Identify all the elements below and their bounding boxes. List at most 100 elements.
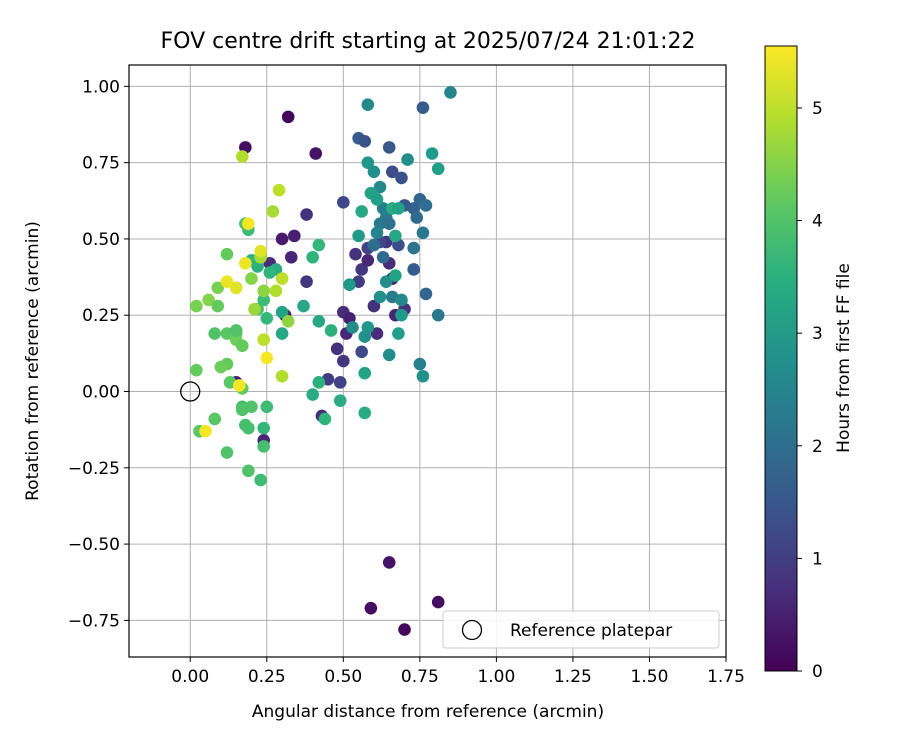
data-point xyxy=(370,327,384,340)
colorbar-label: Hours from first FF file xyxy=(834,263,854,453)
data-point xyxy=(392,202,405,215)
colorbar-ticks: 0 1 2 3 4 5 xyxy=(797,99,823,682)
y-tick-label: 0.75 xyxy=(82,154,120,174)
data-point xyxy=(358,366,372,380)
data-point xyxy=(395,293,408,307)
data-point xyxy=(248,302,261,316)
data-point xyxy=(229,281,243,295)
data-point xyxy=(413,357,427,371)
data-point xyxy=(260,311,274,325)
legend-box xyxy=(442,610,720,649)
data-point xyxy=(297,299,310,313)
plot-frame xyxy=(128,64,727,658)
data-point xyxy=(382,556,396,569)
data-point xyxy=(425,147,439,160)
data-point xyxy=(358,134,372,148)
data-point xyxy=(355,263,368,276)
data-point xyxy=(245,272,258,285)
data-point xyxy=(370,226,384,240)
data-point xyxy=(239,418,252,432)
data-point xyxy=(431,595,445,609)
x-tick-label: 1.50 xyxy=(631,667,669,687)
data-point xyxy=(330,342,344,356)
x-tick-label: 1.00 xyxy=(477,667,515,687)
data-point xyxy=(300,208,313,221)
data-point xyxy=(352,229,365,243)
data-point xyxy=(306,250,319,264)
data-point xyxy=(254,473,267,487)
data-point xyxy=(355,345,368,359)
data-point xyxy=(257,284,271,298)
legend-reference-marker xyxy=(461,619,483,641)
data-point xyxy=(257,421,271,435)
data-point xyxy=(235,150,249,163)
data-point xyxy=(257,293,271,307)
data-point xyxy=(257,440,271,453)
data-point xyxy=(288,229,301,243)
data-point xyxy=(337,354,350,368)
x-tick-label: 0.25 xyxy=(248,667,286,687)
data-point xyxy=(361,98,375,111)
data-point xyxy=(242,217,255,230)
x-tick-label: 1.25 xyxy=(554,667,592,687)
x-axis-ticks: 0.00 0.25 0.50 0.75 1.00 1.25 1.50 1.75 xyxy=(171,657,745,687)
data-point xyxy=(229,324,243,337)
data-point xyxy=(389,229,402,243)
data-point xyxy=(190,299,203,313)
data-point xyxy=(401,153,414,166)
data-point xyxy=(245,400,258,414)
data-point xyxy=(431,308,445,322)
data-point xyxy=(260,400,274,414)
data-point xyxy=(275,327,289,340)
data-point xyxy=(199,424,212,438)
colorbar-tick-label: 1 xyxy=(812,549,823,569)
data-point xyxy=(275,232,289,246)
data-point xyxy=(269,284,283,298)
colorbar-tick-label: 2 xyxy=(812,437,823,457)
data-point xyxy=(266,205,280,218)
data-point xyxy=(373,290,387,304)
data-point xyxy=(333,394,347,407)
y-tick-label: −0.25 xyxy=(68,459,120,479)
data-point xyxy=(281,315,295,328)
data-point xyxy=(281,110,295,124)
data-point xyxy=(376,250,390,264)
data-point xyxy=(214,360,228,374)
data-point xyxy=(211,299,225,313)
data-point xyxy=(208,412,222,426)
data-point xyxy=(260,351,274,365)
x-axis-label: Angular distance from reference (arcmin) xyxy=(252,702,604,722)
data-point xyxy=(208,327,222,340)
data-point xyxy=(382,217,396,230)
data-point xyxy=(444,86,457,99)
y-tick-label: 0.25 xyxy=(82,306,120,326)
data-point xyxy=(232,379,246,392)
data-point xyxy=(395,171,408,185)
data-point xyxy=(300,275,313,288)
data-point xyxy=(349,247,362,261)
colorbar-tick-label: 3 xyxy=(812,324,823,344)
data-point xyxy=(382,141,396,154)
reference-point xyxy=(180,381,201,402)
colorbar: 0 1 2 3 4 5 Hours from first FF file xyxy=(764,45,854,682)
data-point xyxy=(367,165,381,179)
data-point xyxy=(220,247,234,261)
y-tick-label: −0.50 xyxy=(68,535,120,555)
colorbar-tick-label: 4 xyxy=(812,212,823,232)
colorbar-tick-label: 5 xyxy=(812,99,823,119)
data-point xyxy=(220,446,234,459)
y-tick-label: 1.00 xyxy=(82,77,120,97)
data-point xyxy=(318,412,332,426)
data-point xyxy=(272,183,286,197)
legend-entry-label: Reference platepar xyxy=(510,621,672,641)
data-point xyxy=(254,244,267,258)
data-point xyxy=(419,287,433,301)
data-point xyxy=(358,406,372,420)
data-point xyxy=(416,101,430,115)
data-point xyxy=(361,253,375,267)
grid-lines xyxy=(129,65,727,657)
data-point xyxy=(211,281,225,295)
data-point xyxy=(220,275,234,288)
data-point xyxy=(398,623,411,636)
